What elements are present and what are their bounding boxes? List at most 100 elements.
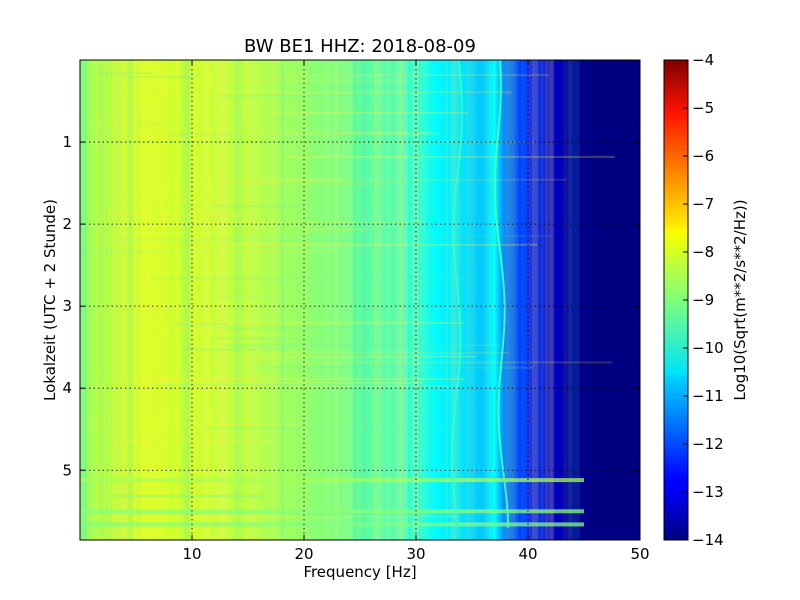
texture-stripe — [567, 60, 572, 540]
texture-band — [185, 384, 280, 387]
texture-band — [224, 344, 501, 347]
texture-stripe — [445, 60, 449, 540]
texture-band — [287, 155, 615, 158]
texture-stripe — [116, 60, 125, 540]
texture-band — [299, 361, 613, 364]
colorbar-tick-label: −7 — [692, 195, 714, 213]
texture-band — [114, 238, 357, 241]
texture-stripe — [152, 60, 155, 540]
spectrogram-bands — [80, 478, 584, 527]
texture-band — [148, 381, 423, 384]
colorbar-label: Log10(Sqrt(m**2/s**2/Hz)) — [731, 199, 749, 400]
texture-stripe — [384, 60, 387, 540]
texture-stripe — [127, 60, 133, 540]
texture-stripe — [510, 60, 519, 540]
texture-stripe — [180, 60, 191, 540]
texture-stripe — [332, 60, 340, 540]
texture-stripe — [411, 60, 419, 540]
texture-stripe — [233, 60, 243, 540]
texture-stripe — [452, 60, 457, 540]
texture-band — [165, 183, 391, 186]
texture-stripe — [158, 60, 167, 540]
x-tick-label: 10 — [182, 545, 201, 563]
texture-stripe — [255, 60, 260, 540]
texture-stripe — [105, 60, 111, 540]
texture-stripe — [457, 60, 464, 540]
plot-area — [80, 60, 640, 540]
texture-band — [203, 427, 453, 430]
texture-stripe — [352, 60, 358, 540]
y-tick-label: 1 — [62, 133, 72, 151]
texture-band — [103, 140, 296, 143]
horizontal-band — [80, 522, 584, 527]
x-tick-label: 30 — [406, 545, 425, 563]
horizontal-band — [80, 509, 584, 514]
texture-band — [82, 249, 219, 252]
texture-band — [149, 378, 466, 381]
texture-stripe — [394, 60, 402, 540]
texture-band — [235, 355, 477, 358]
texture-stripe — [362, 60, 370, 540]
texture-stripe — [147, 60, 156, 540]
texture-stripe — [481, 60, 488, 540]
texture-band — [173, 424, 308, 427]
spectrogram-heatmap — [80, 60, 640, 540]
colorbar-tick-label: −12 — [692, 435, 724, 453]
texture-band — [268, 111, 469, 114]
texture-stripe — [399, 60, 408, 540]
texture-stripe — [115, 60, 124, 540]
texture-stripe — [84, 60, 89, 540]
texture-stripe — [116, 60, 128, 540]
texture-stripe — [362, 60, 369, 540]
texture-band — [144, 515, 457, 518]
texture-band — [82, 422, 262, 425]
texture-stripe — [465, 60, 475, 540]
texture-band — [215, 337, 426, 340]
texture-stripe — [379, 60, 389, 540]
texture-band — [108, 213, 244, 216]
texture-band — [123, 512, 449, 515]
texture-stripe — [276, 60, 285, 540]
texture-stripe — [396, 60, 408, 540]
horizontal-band — [80, 478, 584, 483]
texture-band — [266, 351, 510, 354]
texture-stripe — [341, 60, 353, 540]
texture-stripe — [445, 60, 449, 540]
texture-band — [216, 295, 289, 298]
y-axis-ticks: 1 2 3 4 5 — [62, 133, 640, 479]
texture-stripe — [373, 60, 376, 540]
texture-band — [139, 131, 430, 134]
texture-band — [302, 228, 371, 231]
texture-band — [89, 121, 235, 124]
chart-title: BW BE1 HHZ: 2018-08-09 — [244, 36, 476, 57]
colorbar-tick-label: −14 — [692, 531, 724, 549]
texture-stripe — [205, 60, 210, 540]
texture-stripe — [540, 60, 551, 540]
colorbar-tick-label: −9 — [692, 291, 714, 309]
texture-stripe — [395, 60, 403, 540]
texture-stripe — [110, 60, 113, 540]
texture-stripe — [503, 60, 511, 540]
texture-stripe — [223, 60, 227, 540]
texture-stripe — [132, 60, 138, 540]
texture-stripe — [201, 60, 211, 540]
texture-stripe — [213, 60, 225, 540]
texture-stripe — [128, 60, 135, 540]
texture-stripe — [427, 60, 431, 540]
texture-stripe — [168, 60, 174, 540]
texture-band — [116, 198, 263, 201]
texture-band — [165, 249, 337, 252]
texture-band — [90, 72, 155, 75]
texture-band — [231, 235, 553, 238]
x-tick-label: 20 — [294, 545, 313, 563]
texture-band — [195, 515, 301, 518]
spectrogram-texture — [80, 60, 615, 540]
texture-stripe — [324, 60, 330, 540]
colorbar-tick-label: −8 — [692, 243, 714, 261]
y-tick-label: 2 — [62, 215, 72, 233]
texture-band — [114, 494, 265, 497]
texture-band — [160, 80, 410, 83]
texture-stripe — [569, 60, 573, 540]
texture-stripe — [281, 60, 285, 540]
